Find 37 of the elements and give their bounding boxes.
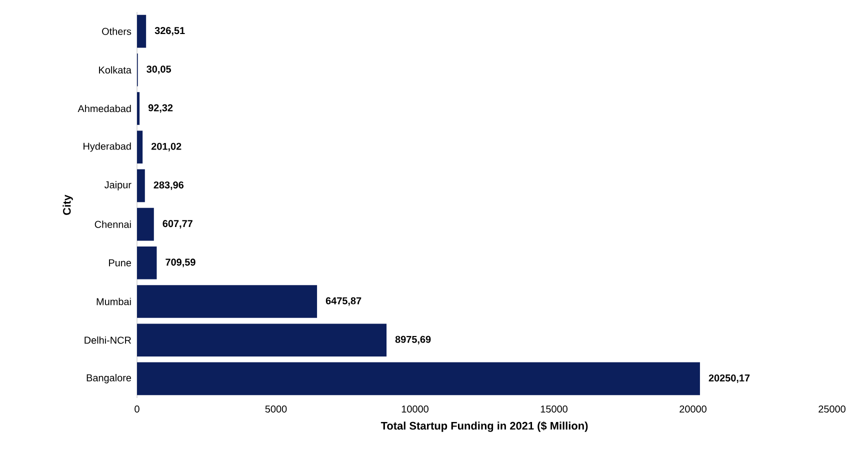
bar: [137, 130, 143, 164]
y-tick-label: Delhi-NCR: [84, 336, 132, 344]
data-label: 30,05: [146, 66, 172, 74]
y-tick-label: Jaipur: [104, 181, 132, 190]
x-tick-label: 5000: [265, 406, 287, 413]
data-label: 326,51: [154, 27, 185, 36]
x-tick-label: 25000: [818, 406, 846, 413]
data-label: 607,77: [162, 220, 192, 229]
data-label: 6475,87: [326, 297, 362, 306]
bar: [137, 14, 146, 48]
x-axis-title: Total Startup Funding in 2021 ($ Million): [380, 421, 588, 432]
x-tick-label: 10000: [402, 406, 428, 413]
y-tick-label: Mumbai: [96, 298, 131, 306]
y-tick-label: Others: [102, 28, 132, 35]
x-tick-label: 15000: [540, 406, 568, 413]
data-label: 20250,17: [708, 374, 750, 383]
y-tick-label: Pune: [109, 259, 132, 266]
bar: [137, 324, 387, 357]
data-label: 283,96: [154, 181, 184, 190]
bar: [137, 92, 140, 125]
y-tick-label: Ahmedabad: [78, 104, 131, 112]
y-tick-label: Hyderabad: [84, 142, 131, 152]
data-label: 92,32: [148, 104, 173, 113]
bar: [137, 208, 154, 241]
y-axis-title: City: [62, 194, 73, 215]
data-label: 201,02: [151, 142, 182, 152]
x-tick-label: 0: [134, 406, 140, 413]
bar: [137, 362, 700, 396]
bar: [137, 246, 157, 280]
bar: [137, 285, 318, 318]
bar: [137, 169, 145, 202]
y-tick-label: Chennai: [94, 220, 131, 228]
y-tick-label: Kolkata: [99, 66, 132, 74]
data-label: 8975,69: [395, 336, 431, 344]
data-label: 709,59: [166, 258, 196, 268]
x-tick-label: 20000: [680, 406, 706, 413]
y-tick-label: Bangalore: [86, 374, 132, 384]
